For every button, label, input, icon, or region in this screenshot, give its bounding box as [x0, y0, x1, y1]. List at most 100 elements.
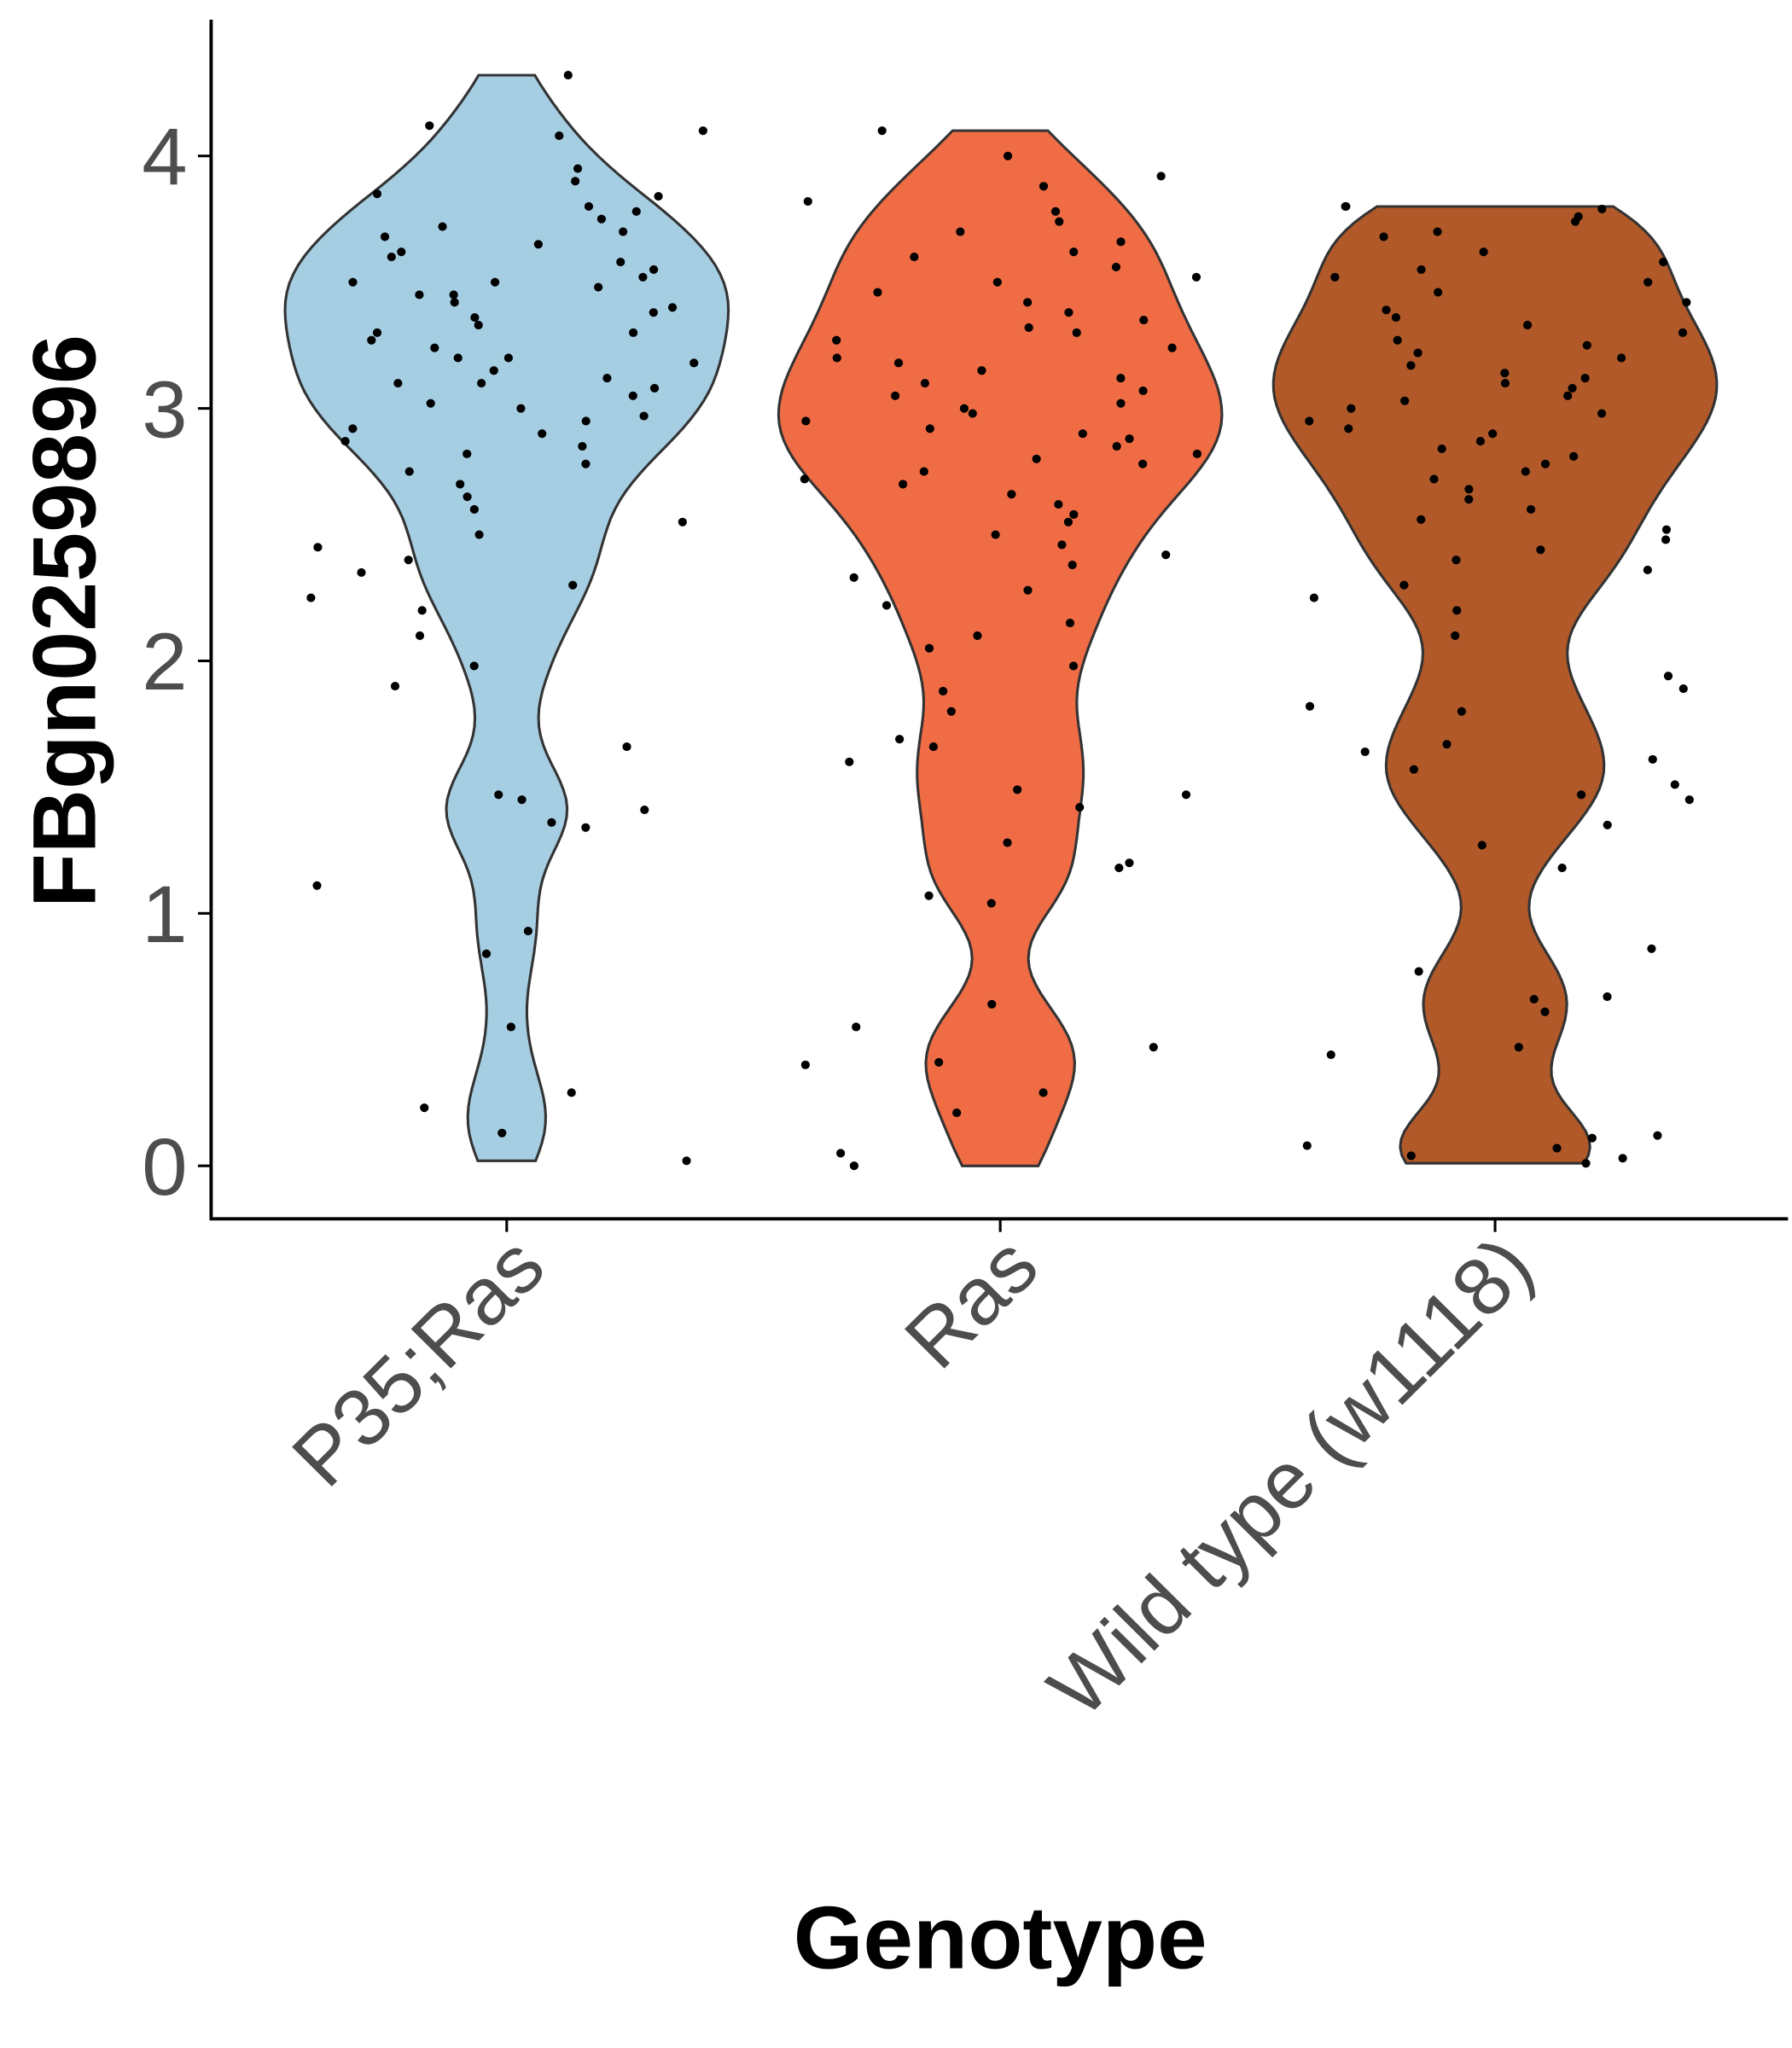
data-point	[1305, 701, 1315, 711]
data-point	[622, 742, 631, 752]
data-point	[682, 1156, 691, 1166]
data-point	[1475, 437, 1486, 446]
data-point	[1452, 606, 1462, 615]
data-point	[523, 927, 533, 936]
data-point	[1057, 540, 1067, 550]
data-point	[939, 686, 948, 696]
data-point	[477, 378, 486, 388]
data-point	[1305, 416, 1314, 426]
data-point	[1032, 454, 1041, 463]
data-point	[1576, 790, 1586, 800]
y-tick-label: 2	[142, 618, 187, 708]
data-point	[1341, 201, 1351, 211]
data-point	[1409, 765, 1418, 774]
data-point	[1039, 182, 1049, 191]
data-point	[404, 556, 413, 565]
data-point	[638, 272, 648, 282]
data-point	[959, 404, 969, 413]
data-point	[1125, 858, 1134, 868]
data-point	[516, 404, 526, 413]
y-tick-label: 0	[142, 1122, 187, 1213]
data-point	[1069, 247, 1079, 257]
data-point	[1069, 509, 1079, 519]
data-point	[438, 222, 447, 231]
data-point	[1330, 272, 1340, 282]
data-point	[952, 1108, 962, 1118]
data-point	[895, 735, 905, 744]
data-point	[1603, 820, 1612, 829]
data-point	[1417, 515, 1426, 524]
data-point	[1661, 525, 1672, 534]
data-point	[991, 530, 1000, 539]
data-point	[1434, 288, 1443, 297]
data-point	[968, 409, 977, 418]
data-point	[506, 1022, 515, 1032]
data-point	[1191, 272, 1201, 282]
data-point	[417, 606, 427, 615]
data-point	[568, 580, 578, 590]
x-tick-label: P35;Ras	[276, 1220, 561, 1504]
data-point	[1138, 386, 1148, 395]
data-point	[801, 416, 811, 426]
data-point	[977, 366, 986, 375]
data-point	[881, 601, 892, 610]
data-point	[1526, 504, 1536, 515]
data-point	[404, 467, 414, 476]
x-tick-label: Wild type (w1118)	[1032, 1220, 1551, 1734]
data-point	[474, 320, 483, 330]
data-point	[1003, 838, 1012, 847]
data-point	[578, 441, 587, 451]
data-point	[1570, 217, 1580, 226]
data-point	[1587, 1133, 1597, 1143]
data-point	[1514, 1043, 1523, 1052]
data-point	[1161, 550, 1171, 560]
data-point	[1678, 328, 1688, 337]
data-point	[1078, 429, 1087, 439]
data-point	[1643, 565, 1652, 575]
data-point	[946, 707, 956, 716]
data-point	[1500, 378, 1510, 388]
data-point	[1477, 841, 1487, 850]
data-point	[1479, 247, 1488, 257]
data-point	[481, 949, 492, 958]
data-point	[1563, 391, 1573, 400]
data-point	[581, 459, 591, 468]
data-point	[1457, 707, 1466, 716]
data-point	[924, 643, 934, 653]
data-point	[1023, 298, 1033, 307]
data-point	[1116, 374, 1126, 383]
data-point	[1406, 1151, 1416, 1161]
data-point	[1192, 449, 1201, 458]
violin	[283, 73, 730, 1162]
data-point	[873, 288, 882, 297]
data-point	[1138, 459, 1148, 468]
data-point	[1116, 399, 1126, 408]
data-point	[1437, 444, 1446, 454]
data-point	[380, 232, 390, 241]
data-point	[987, 999, 997, 1009]
data-point	[1451, 631, 1460, 640]
data-point	[1568, 383, 1577, 393]
data-point	[877, 126, 887, 136]
data-point	[469, 504, 479, 515]
y-tick-label: 4	[142, 113, 187, 203]
data-point	[1055, 217, 1064, 226]
data-point	[919, 467, 928, 476]
data-point	[1661, 535, 1671, 544]
data-point	[420, 1103, 429, 1113]
data-point	[800, 1060, 810, 1069]
data-point	[1063, 517, 1073, 527]
data-point	[1054, 499, 1063, 509]
data-point	[594, 282, 603, 292]
data-point	[973, 631, 982, 640]
data-point	[628, 391, 637, 400]
data-point	[584, 201, 594, 211]
data-point	[1139, 316, 1149, 325]
data-point	[357, 567, 366, 577]
data-point	[602, 374, 612, 383]
data-point	[1603, 992, 1612, 1002]
data-point	[313, 543, 323, 552]
data-point	[415, 631, 425, 640]
